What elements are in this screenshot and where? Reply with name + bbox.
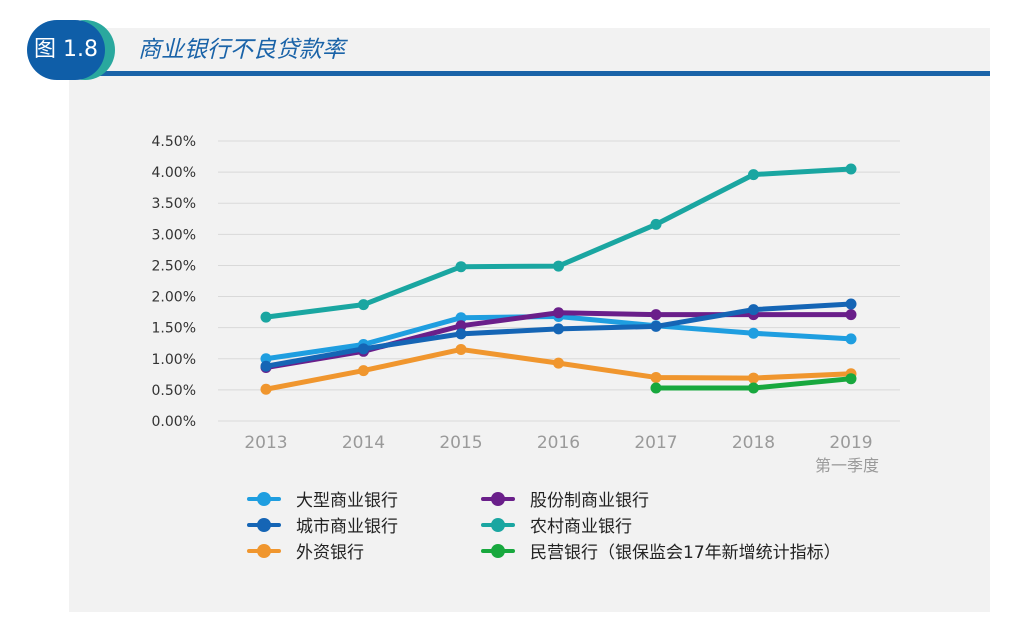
data-point (455, 343, 467, 355)
legend-item: 股份制商业银行 (478, 486, 649, 511)
series-line (263, 166, 854, 320)
data-point (748, 372, 759, 384)
x-tick-label: 2013 (244, 433, 287, 453)
data-point (748, 169, 759, 181)
legend-item: 民营银行（银保监会17年新增统计指标） (478, 538, 841, 563)
data-point (358, 365, 369, 377)
badge-pill (27, 20, 105, 80)
chart-panel (69, 28, 990, 612)
legend-swatch-dot (491, 491, 505, 506)
legend-swatch (478, 515, 518, 535)
x-tick-label: 2017 (634, 433, 677, 453)
legend-label: 股份制商业银行 (530, 491, 649, 511)
data-point (553, 357, 564, 369)
legend-swatch (478, 489, 518, 509)
x-tick-sublabel: 第一季度 (815, 456, 879, 475)
legend-item: 大型商业银行 (244, 486, 398, 511)
figure-number: 图 1.8 (34, 37, 98, 62)
data-point (748, 382, 759, 394)
data-point (845, 373, 857, 385)
data-point (455, 312, 467, 324)
data-point (845, 163, 857, 175)
figure-badge: 图 1.8 (27, 20, 117, 80)
data-point (260, 383, 272, 395)
data-point (845, 309, 857, 321)
data-point (650, 371, 662, 383)
header-rule (69, 71, 990, 76)
y-tick-label: 2.00% (152, 290, 196, 306)
y-tick-label: 1.50% (152, 321, 196, 337)
y-tick-label: 1.00% (152, 352, 196, 368)
legend-label: 大型商业银行 (296, 491, 398, 511)
data-point (845, 298, 857, 310)
legend-swatch (478, 541, 518, 561)
data-point (260, 311, 272, 323)
legend-swatch (244, 489, 284, 509)
y-tick-label: 2.50% (152, 258, 196, 274)
legend-label: 外资银行 (296, 543, 364, 563)
y-tick-label: 4.00% (152, 165, 196, 181)
data-point (748, 304, 759, 316)
y-tick-label: 3.00% (152, 227, 196, 243)
data-point (358, 299, 369, 311)
y-tick-label: 0.00% (152, 414, 196, 430)
legend-label: 农村商业银行 (530, 517, 632, 537)
legend-swatch-dot (257, 517, 271, 532)
x-tick-label: 2014 (342, 433, 385, 453)
data-point (553, 307, 564, 319)
x-tick-label: 2018 (732, 433, 775, 453)
figure-title: 商业银行不良贷款率 (138, 37, 345, 63)
data-point (650, 309, 662, 321)
legend-swatch (244, 541, 284, 561)
legend-label: 城市商业银行 (296, 517, 398, 537)
data-point (260, 360, 272, 372)
y-tick-label: 0.50% (152, 383, 196, 399)
data-point (845, 333, 857, 345)
legend-label: 民营银行（银保监会17年新增统计指标） (530, 543, 841, 563)
data-point (748, 327, 759, 339)
x-tick-label: 2019 (829, 433, 872, 453)
data-point (358, 343, 369, 355)
legend-item: 城市商业银行 (244, 512, 398, 537)
x-tick-label: 2016 (537, 433, 580, 453)
legend-item: 外资银行 (244, 538, 364, 563)
legend-swatch-dot (491, 517, 505, 532)
y-tick-label: 4.50% (152, 134, 196, 150)
legend-swatch-dot (257, 543, 271, 558)
data-point (650, 218, 662, 230)
y-tick-label: 3.50% (152, 196, 196, 212)
data-point (455, 328, 467, 340)
data-point (650, 382, 662, 394)
legend-swatch-dot (257, 491, 271, 506)
data-point (455, 320, 467, 332)
data-point (455, 261, 467, 273)
legend-item: 农村商业银行 (478, 512, 632, 537)
legend-swatch (244, 515, 284, 535)
data-point (650, 320, 662, 332)
legend-swatch-dot (491, 543, 505, 558)
x-tick-label: 2015 (439, 433, 482, 453)
data-point (553, 260, 564, 272)
data-point (553, 323, 564, 335)
